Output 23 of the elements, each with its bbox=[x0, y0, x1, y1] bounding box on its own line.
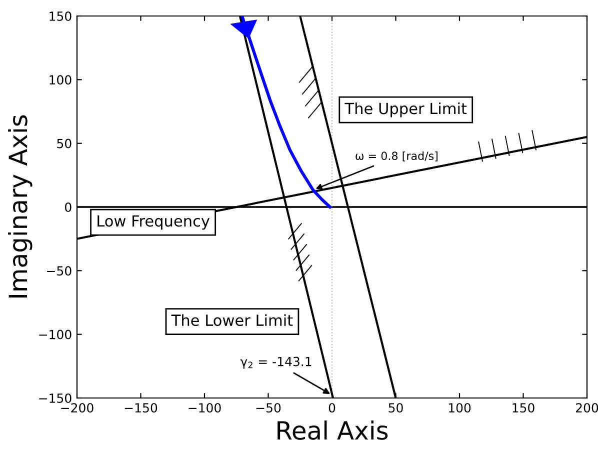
annotation: Low Frequency bbox=[98, 215, 210, 230]
y-tick-label: 50 bbox=[57, 138, 72, 148]
x-tick-label: 0 bbox=[328, 403, 336, 413]
x-tick-label: −50 bbox=[256, 403, 281, 413]
annotation: The Upper Limit bbox=[344, 102, 467, 118]
y-tick-label: −50 bbox=[47, 266, 72, 276]
annotation: γ$_{2}$ = -143.1 bbox=[240, 356, 312, 369]
y-tick-label: −100 bbox=[39, 330, 72, 340]
x-axis-title: Real Axis bbox=[278, 420, 388, 440]
y-tick-label: 150 bbox=[50, 11, 72, 21]
annotation: The Lower Limit bbox=[171, 314, 293, 326]
y-axis-title: Imaginary Axis bbox=[8, 115, 32, 298]
x-tick-label: 100 bbox=[448, 403, 471, 413]
annotation: ω = 0.8 [rad/s] bbox=[356, 151, 438, 162]
x-tick-label: −150 bbox=[124, 403, 158, 413]
x-tick-label: 50 bbox=[388, 403, 403, 413]
x-tick-label: −100 bbox=[188, 403, 221, 413]
y-tick-label: 0 bbox=[65, 202, 72, 212]
x-tick-label: 200 bbox=[576, 403, 598, 413]
x-tick-label: −200 bbox=[61, 403, 94, 413]
x-tick-label: 150 bbox=[512, 403, 534, 413]
y-tick-label: 100 bbox=[50, 75, 72, 85]
y-tick-label: −150 bbox=[39, 393, 72, 403]
